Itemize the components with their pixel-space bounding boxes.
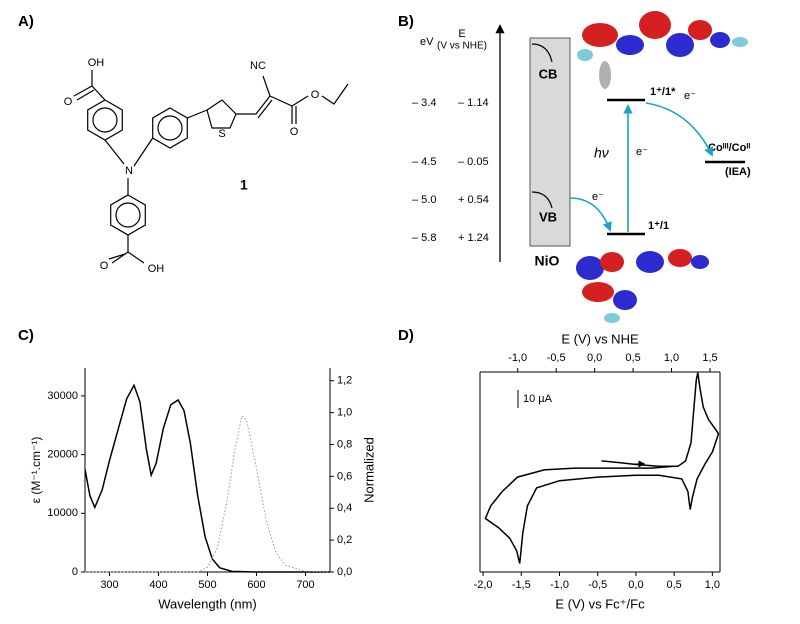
nio-band (529, 37, 571, 247)
y-tick-label: 0 (72, 566, 78, 578)
x-tick-label: -1,5 (512, 579, 531, 591)
y-tick-label: 10000 (47, 507, 78, 519)
level-ev: – 5.8 (412, 232, 436, 244)
electron-label: e⁻ (636, 146, 648, 158)
level-ev: – 5.0 (412, 194, 436, 206)
y2-tick-label: 1,2 (337, 375, 352, 387)
ring (87, 99, 123, 141)
level-nhe: + 0.54 (458, 194, 489, 206)
x-tick-label: 700 (296, 579, 314, 591)
ring (152, 107, 188, 149)
transfer-arrow (645, 102, 713, 157)
x-axis-title: Wavelength (nm) (158, 596, 257, 611)
x2-tick-label: 1,0 (664, 352, 679, 364)
level-label: (IEA) (725, 166, 751, 178)
panel-label: A) (18, 13, 34, 30)
x2-tick-label: 0,5 (625, 352, 640, 364)
x-tick-label: 1,0 (705, 579, 720, 591)
ring-aromatic (92, 107, 118, 133)
x-tick-label: 0,0 (628, 579, 643, 591)
atom: OH (88, 57, 105, 69)
electron-label: e⁻ (592, 191, 604, 203)
y2-tick-label: 1,0 (337, 407, 352, 419)
level-ev: – 3.4 (412, 97, 436, 109)
x2-tick-label: 0,0 (587, 352, 602, 364)
orbital (577, 11, 748, 89)
y2-tick-label: 0,8 (337, 438, 352, 450)
y2-tick-label: 0,2 (337, 534, 352, 546)
level-nhe: – 1.14 (458, 97, 489, 109)
level-label: 1⁺/1* (650, 86, 676, 98)
panel-label: D) (398, 327, 414, 344)
band-edge (531, 43, 553, 63)
y-tick-label: 20000 (47, 448, 78, 460)
x-tick-label: 600 (247, 579, 265, 591)
panel-label: C) (18, 327, 34, 344)
level-label: Coᴵᴵᴵ/Coᴵᴵ (708, 142, 750, 154)
level-nhe: – 0.05 (458, 156, 489, 168)
electron-label: e⁻ (684, 90, 696, 102)
x2-tick-label: -1,0 (508, 352, 527, 364)
y-axis-title: ε (M⁻¹.cm⁻¹) (29, 437, 43, 504)
ring-aromatic (157, 115, 183, 141)
y2-axis-title: Normalized (361, 437, 376, 503)
band-edge (531, 191, 553, 209)
x-tick-label: 400 (149, 579, 167, 591)
y2-tick-label: 0,6 (337, 470, 352, 482)
atom: O (311, 89, 320, 101)
ring-aromatic (115, 202, 141, 228)
atom: OH (148, 263, 165, 275)
scale-bar-label: 10 µA (523, 393, 553, 405)
ring (206, 99, 237, 129)
x-tick-label: -2,0 (474, 579, 493, 591)
band-label: CB (539, 66, 558, 81)
atom: S (218, 128, 225, 140)
transfer-arrow (569, 197, 612, 232)
photon-label: hν (594, 145, 609, 161)
data-line (85, 414, 331, 573)
compound-number: 1 (240, 177, 248, 193)
molecule: OH O N S NC O O O OH 1 (64, 57, 349, 275)
y2-tick-label: 0,4 (337, 502, 352, 514)
y2-tick-label: 0,0 (337, 566, 352, 578)
x-tick-label: 500 (198, 579, 216, 591)
level-label: 1⁺/1 (648, 220, 669, 232)
atom: N (125, 165, 133, 177)
x-tick-label: -1,0 (550, 579, 569, 591)
axis-label: eV (420, 36, 434, 48)
level-ev: – 4.5 (412, 156, 436, 168)
data-line (84, 383, 330, 573)
x-tick-label: 300 (100, 579, 118, 591)
level-nhe: + 1.24 (458, 232, 489, 244)
ring (110, 194, 146, 236)
x-axis-title: E (V) vs Fc⁺/Fc (555, 596, 645, 611)
x2-axis-title: E (V) vs NHE (561, 331, 639, 346)
atom: O (290, 126, 299, 138)
x-tick-label: -0,5 (588, 579, 607, 591)
atom: O (64, 96, 73, 108)
y-tick-label: 30000 (47, 390, 78, 402)
atom: NC (250, 60, 266, 72)
data-line (484, 372, 720, 564)
band-label: VB (539, 209, 557, 224)
x2-tick-label: 1,5 (702, 352, 717, 364)
atom: O (100, 260, 109, 272)
band-label: NiO (535, 253, 560, 269)
orbital (576, 249, 709, 323)
panel-label: B) (398, 13, 414, 30)
axis-label: E (458, 28, 465, 40)
x-tick-label: 0,5 (666, 579, 681, 591)
x2-tick-label: -0,5 (547, 352, 566, 364)
axis-label: (V vs NHE) (437, 41, 487, 52)
